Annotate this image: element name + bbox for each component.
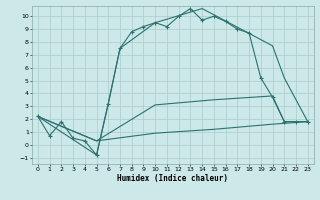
X-axis label: Humidex (Indice chaleur): Humidex (Indice chaleur) — [117, 174, 228, 183]
